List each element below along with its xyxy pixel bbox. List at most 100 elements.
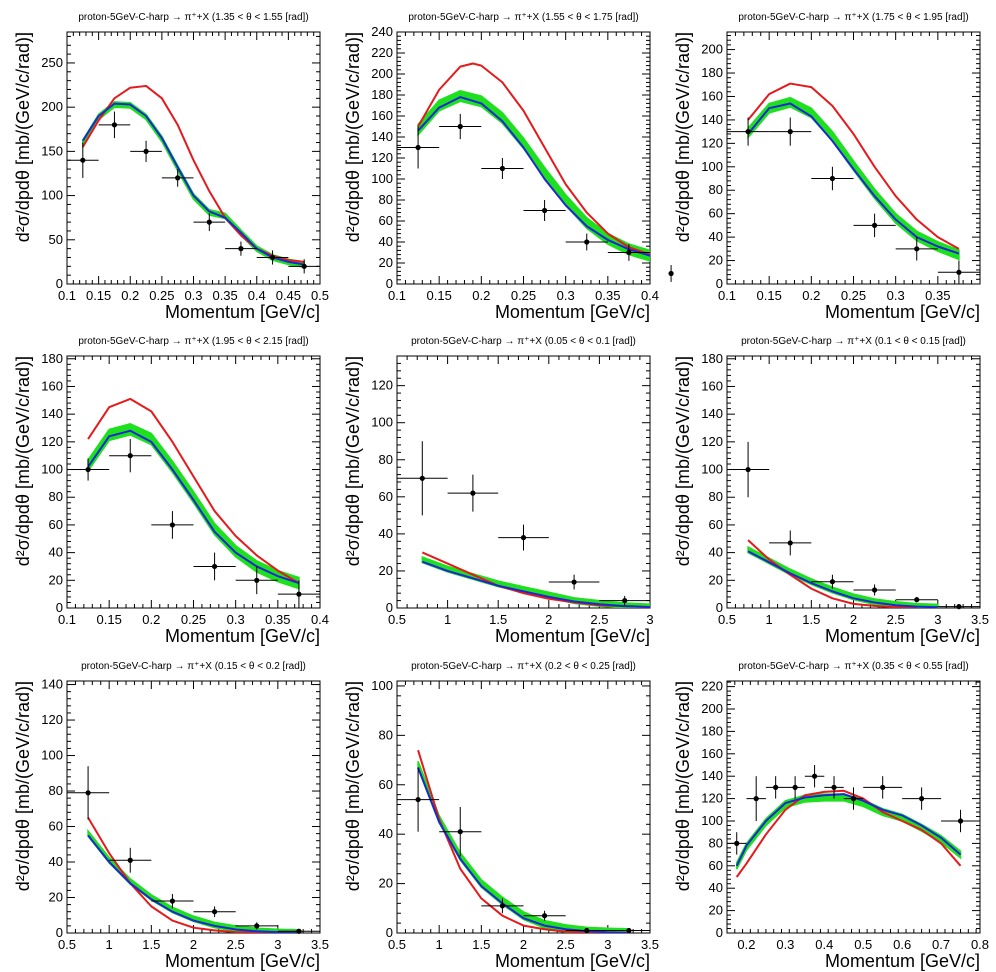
y-tick-label: 100 xyxy=(701,813,723,828)
y-tick-label: 20 xyxy=(379,563,393,578)
data-point xyxy=(457,829,463,835)
x-axis-title: Momentum [GeV/c] xyxy=(165,626,320,646)
y-axis-title: d²σ/dpdθ [mb/(GeV/c/rad)] xyxy=(673,356,693,566)
x-tick-label: 1.5 xyxy=(802,612,820,627)
chart-panel-4: proton-5GeV-C-harp → π⁺+X (1.95 < θ < 2.… xyxy=(13,336,329,646)
x-tick-label: 0.15 xyxy=(97,612,122,627)
series-green-band xyxy=(417,90,650,262)
y-tick-label: 100 xyxy=(701,462,723,477)
x-tick-label: 0.35 xyxy=(212,288,237,303)
series-blue-line xyxy=(417,767,629,933)
data-point xyxy=(541,913,548,919)
plot-frame xyxy=(66,355,321,609)
plot-frame xyxy=(396,355,651,609)
y-tick-label: 160 xyxy=(701,378,723,393)
x-tick-label: 0.3 xyxy=(557,288,575,303)
y-tick-label: 0 xyxy=(56,925,63,940)
chart-title: proton-5GeV-C-harp → π⁺+X (1.35 < θ < 1.… xyxy=(78,12,308,23)
data-point xyxy=(143,148,149,154)
data-point xyxy=(211,909,218,915)
data-point xyxy=(127,453,133,459)
data-point xyxy=(831,784,837,791)
x-tick-label: 0.2 xyxy=(802,288,820,303)
y-tick-label: 0 xyxy=(716,925,723,940)
chart-title: proton-5GeV-C-harp → π⁺+X (0.1 < θ < 0.1… xyxy=(741,336,966,347)
data-point xyxy=(787,129,793,135)
y-tick-label: 180 xyxy=(371,87,393,102)
data-point xyxy=(127,857,133,863)
data-point xyxy=(211,563,218,570)
x-tick-label: 3 xyxy=(646,612,653,627)
series-blue-line xyxy=(87,429,300,585)
y-tick-label: 80 xyxy=(379,192,393,207)
y-tick-label: 180 xyxy=(701,723,723,738)
chart-title: proton-5GeV-C-harp → π⁺+X (1.95 < θ < 2.… xyxy=(78,336,308,347)
y-tick-label: 120 xyxy=(701,135,723,150)
y-tick-label: 20 xyxy=(709,572,723,587)
y-tick-label: 100 xyxy=(371,415,393,430)
series-blue-line xyxy=(81,102,305,266)
curves xyxy=(417,749,630,933)
chart-title: proton-5GeV-C-harp → π⁺+X (0.15 < θ < 0.… xyxy=(81,661,306,672)
y-tick-label: 80 xyxy=(49,783,63,798)
curves xyxy=(87,397,300,590)
data-point xyxy=(773,784,779,791)
x-axis-title: Momentum [GeV/c] xyxy=(825,626,980,646)
data-point xyxy=(169,898,176,904)
x-tick-label: 1.5 xyxy=(142,937,160,952)
data-point xyxy=(296,591,302,597)
y-tick-label: 40 xyxy=(49,545,63,560)
data-point xyxy=(470,490,476,496)
x-tick-label: 3.5 xyxy=(971,612,989,627)
data-point xyxy=(871,587,878,593)
y-tick-label: 160 xyxy=(41,378,63,393)
y-tick-label: 160 xyxy=(371,108,393,123)
x-tick-label: 0.25 xyxy=(181,612,206,627)
y-tick-label: 20 xyxy=(49,572,63,587)
series-red-line xyxy=(735,789,962,878)
data-point xyxy=(254,577,260,583)
series-blue-line xyxy=(735,793,962,867)
x-axis-title: Momentum [GeV/c] xyxy=(165,302,320,322)
data-point xyxy=(745,466,751,473)
y-tick-label: 40 xyxy=(49,854,63,869)
y-tick-label: 220 xyxy=(371,45,393,60)
y-tick-label: 80 xyxy=(709,835,723,850)
x-tick-label: 0.25 xyxy=(511,288,536,303)
x-tick-label: 0.45 xyxy=(276,288,301,303)
series-green-band xyxy=(747,96,960,261)
chart-panel-7: proton-5GeV-C-harp → π⁺+X (0.15 < θ < 0.… xyxy=(13,661,329,971)
x-axis-title: Momentum [GeV/c] xyxy=(495,302,650,322)
data-point xyxy=(792,784,798,791)
data-point xyxy=(871,222,878,228)
chart-panel-9: proton-5GeV-C-harp → π⁺+X (0.35 < θ < 0.… xyxy=(673,661,989,971)
data-point xyxy=(457,123,463,130)
data-point xyxy=(850,796,857,802)
y-tick-label: 180 xyxy=(701,65,723,80)
series-green-band xyxy=(417,761,630,933)
data-point xyxy=(919,796,925,802)
x-tick-label: 2 xyxy=(850,612,857,627)
y-tick-label: 100 xyxy=(371,678,393,693)
y-tick-label: 160 xyxy=(701,746,723,761)
x-axis-title: Momentum [GeV/c] xyxy=(495,626,650,646)
series-green-band xyxy=(87,828,300,933)
chart-panel-8: proton-5GeV-C-harp → π⁺+X (0.2 < θ < 0.2… xyxy=(343,661,659,971)
y-tick-label: 250 xyxy=(41,55,63,70)
data-point xyxy=(269,254,276,261)
series-blue-line xyxy=(747,550,938,608)
x-tick-label: 0.15 xyxy=(86,288,111,303)
plot-frame xyxy=(726,680,981,934)
chart-panel-3: proton-5GeV-C-harp → π⁺+X (1.75 < θ < 1.… xyxy=(673,12,981,322)
y-tick-label: 20 xyxy=(49,890,63,905)
y-axis-title: d²σ/dpdθ [mb/(GeV/c/rad)] xyxy=(13,32,33,242)
y-tick-label: 60 xyxy=(709,206,723,221)
x-tick-label: 1.5 xyxy=(472,937,490,952)
curves xyxy=(417,62,650,262)
y-tick-label: 140 xyxy=(371,129,393,144)
y-tick-label: 40 xyxy=(709,229,723,244)
data-point xyxy=(499,903,506,909)
y-tick-label: 60 xyxy=(709,517,723,532)
data-point xyxy=(520,534,527,541)
